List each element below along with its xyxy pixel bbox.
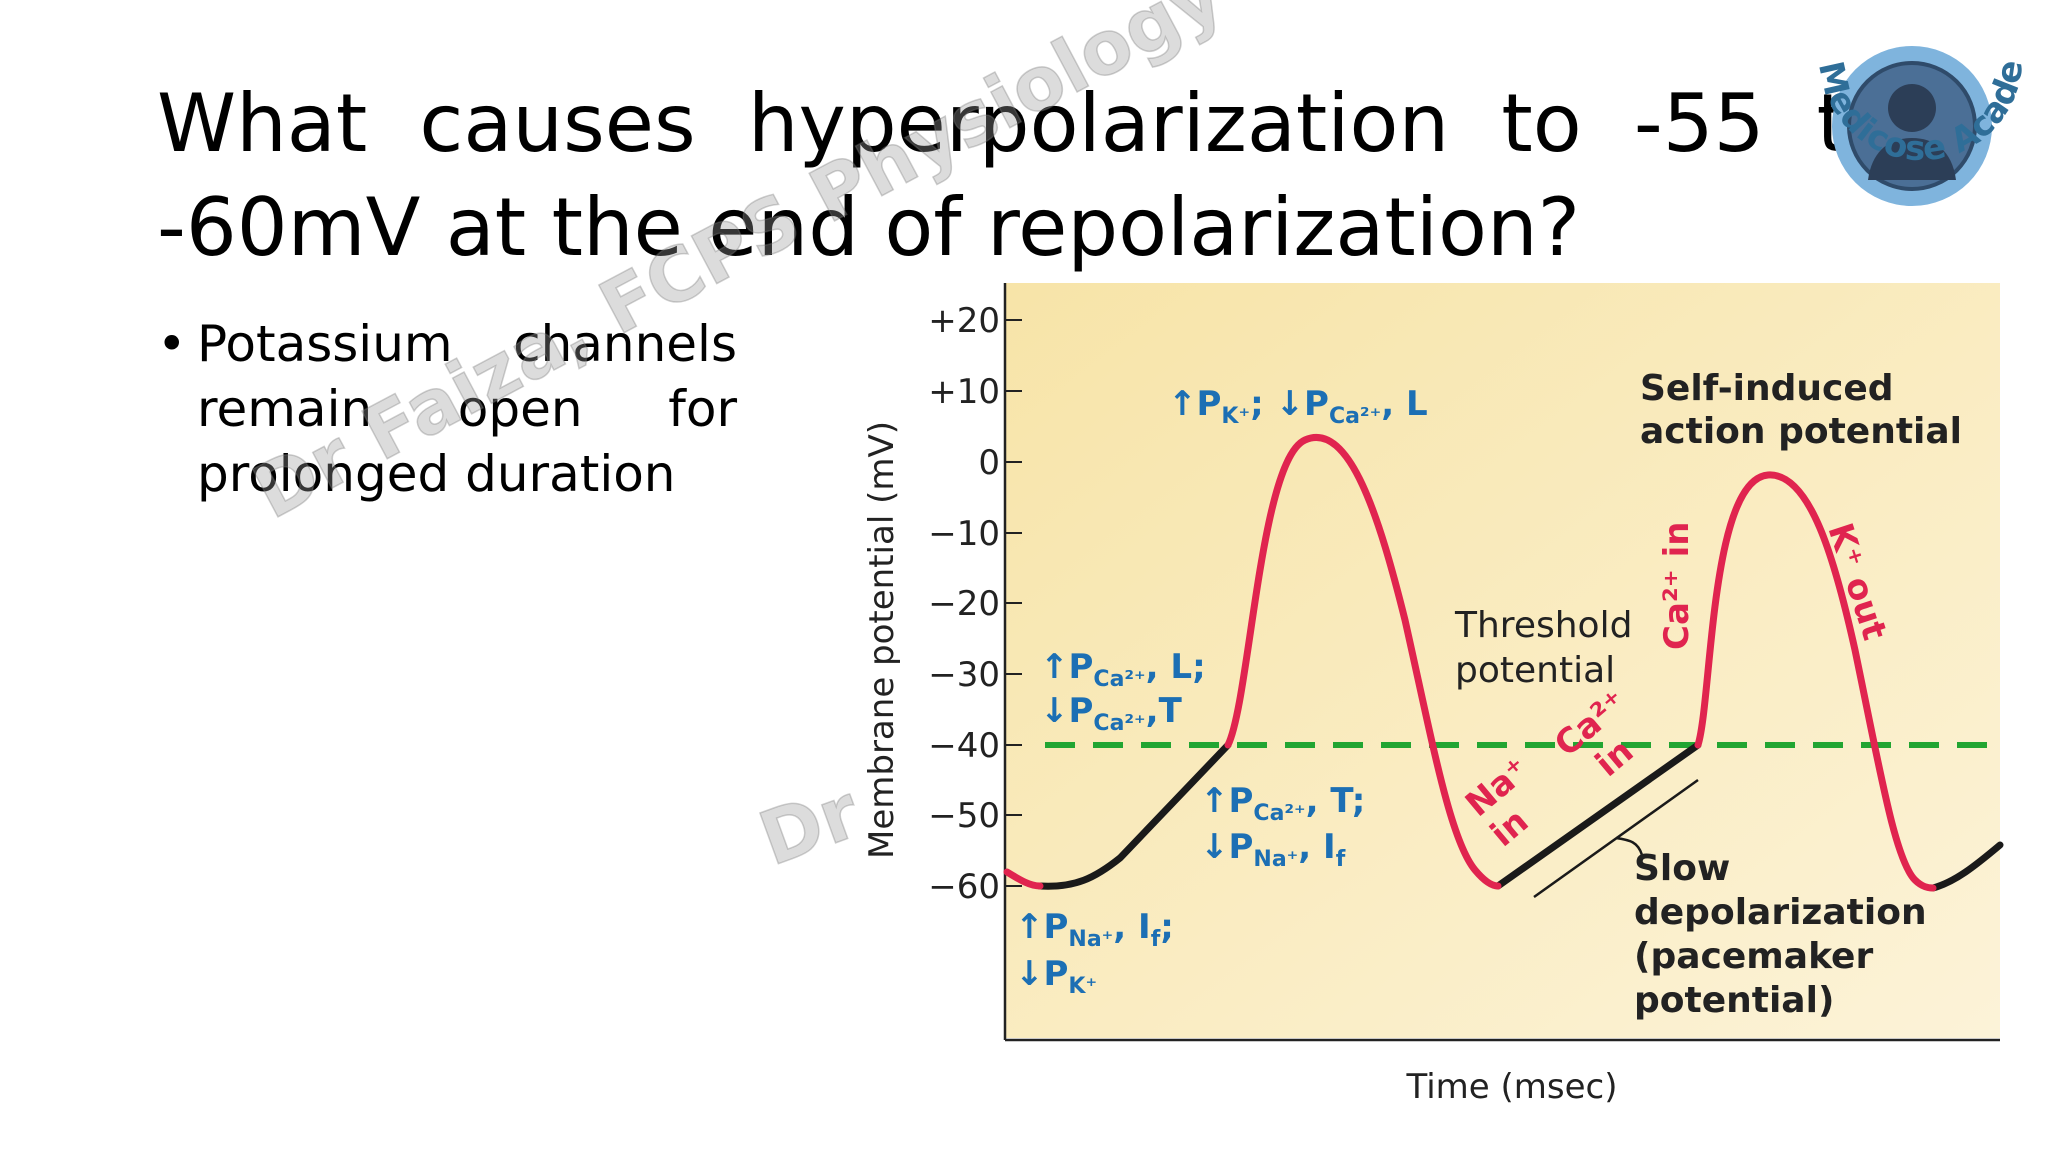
action-potential-curve-1 bbox=[1224, 434, 1502, 890]
bullet-dot: • bbox=[157, 315, 187, 373]
y-tick-label: +10 bbox=[928, 372, 1000, 412]
action-potential-curve-2 bbox=[1694, 471, 1937, 892]
y-tick-label: −20 bbox=[928, 584, 1000, 624]
annotation-left-a2: ↓PCa²⁺,T bbox=[1040, 691, 1183, 736]
annotation-top: ↑PK⁺; ↓PCa²⁺, L bbox=[1168, 384, 1428, 429]
y-tick-label: −40 bbox=[928, 726, 1000, 766]
action-potential-curve-0 bbox=[1003, 868, 1044, 890]
slow-label-3: (pacemaker bbox=[1634, 936, 1873, 977]
y-tick-label: −60 bbox=[928, 867, 1000, 907]
bullet-list: • Potassium channels remain open for prol… bbox=[157, 312, 737, 507]
threshold-label-1: Threshold bbox=[1454, 605, 1632, 646]
slow-label-1: Slow bbox=[1634, 848, 1730, 889]
slow-label-2: depolarization bbox=[1634, 892, 1927, 933]
pacemaker-bracket bbox=[1533, 778, 1699, 899]
threshold-label-2: potential bbox=[1455, 650, 1615, 691]
y-tick-label: −50 bbox=[928, 796, 1000, 836]
x-axis-label: Time (msec) bbox=[1406, 1067, 1618, 1107]
annotation-bottom-2: ↓PK⁺ bbox=[1015, 954, 1097, 999]
y-tick-label: +20 bbox=[928, 301, 1000, 341]
pacemaker-curve-1 bbox=[1036, 741, 1232, 890]
self-induced-label-2: action potential bbox=[1640, 411, 1962, 452]
y-tick-label: −10 bbox=[928, 514, 1000, 554]
y-tick-label: −30 bbox=[928, 655, 1000, 695]
medicose-academics-logo: Medicose Academics bbox=[1760, 20, 2030, 206]
annotation-left-a1: ↑PCa²⁺, L; bbox=[1040, 647, 1206, 692]
annotation-bottom-1: ↑PNa⁺, If; bbox=[1015, 907, 1174, 952]
pacemaker-curve-3 bbox=[1929, 841, 2004, 892]
self-induced-label-1: Self-induced bbox=[1640, 368, 1894, 409]
watermark-text-2: Dr bbox=[749, 768, 871, 882]
doctor-icon bbox=[1868, 84, 1956, 180]
y-ticks bbox=[1005, 319, 1022, 887]
annotation-mid-1: ↑PCa²⁺, T; bbox=[1200, 781, 1365, 826]
bullet-item: • Potassium channels remain open for prol… bbox=[157, 312, 737, 507]
plot-background bbox=[1005, 283, 2000, 1038]
pacemaker-curve-2 bbox=[1494, 741, 1702, 890]
ca-in-label-vertical: Ca²⁺ in bbox=[1657, 522, 1697, 650]
y-tick-label: 0 bbox=[978, 443, 1000, 483]
y-axis-label: Membrane potential (mV) bbox=[862, 421, 902, 859]
annotation-mid-2: ↓PNa⁺, If bbox=[1200, 827, 1346, 872]
slide-title: What causes hyperpolarization to -55 to … bbox=[157, 77, 1897, 274]
slow-label-4: potential) bbox=[1634, 980, 1834, 1021]
bullet-text: Potassium channels remain open for prolo… bbox=[197, 315, 737, 503]
